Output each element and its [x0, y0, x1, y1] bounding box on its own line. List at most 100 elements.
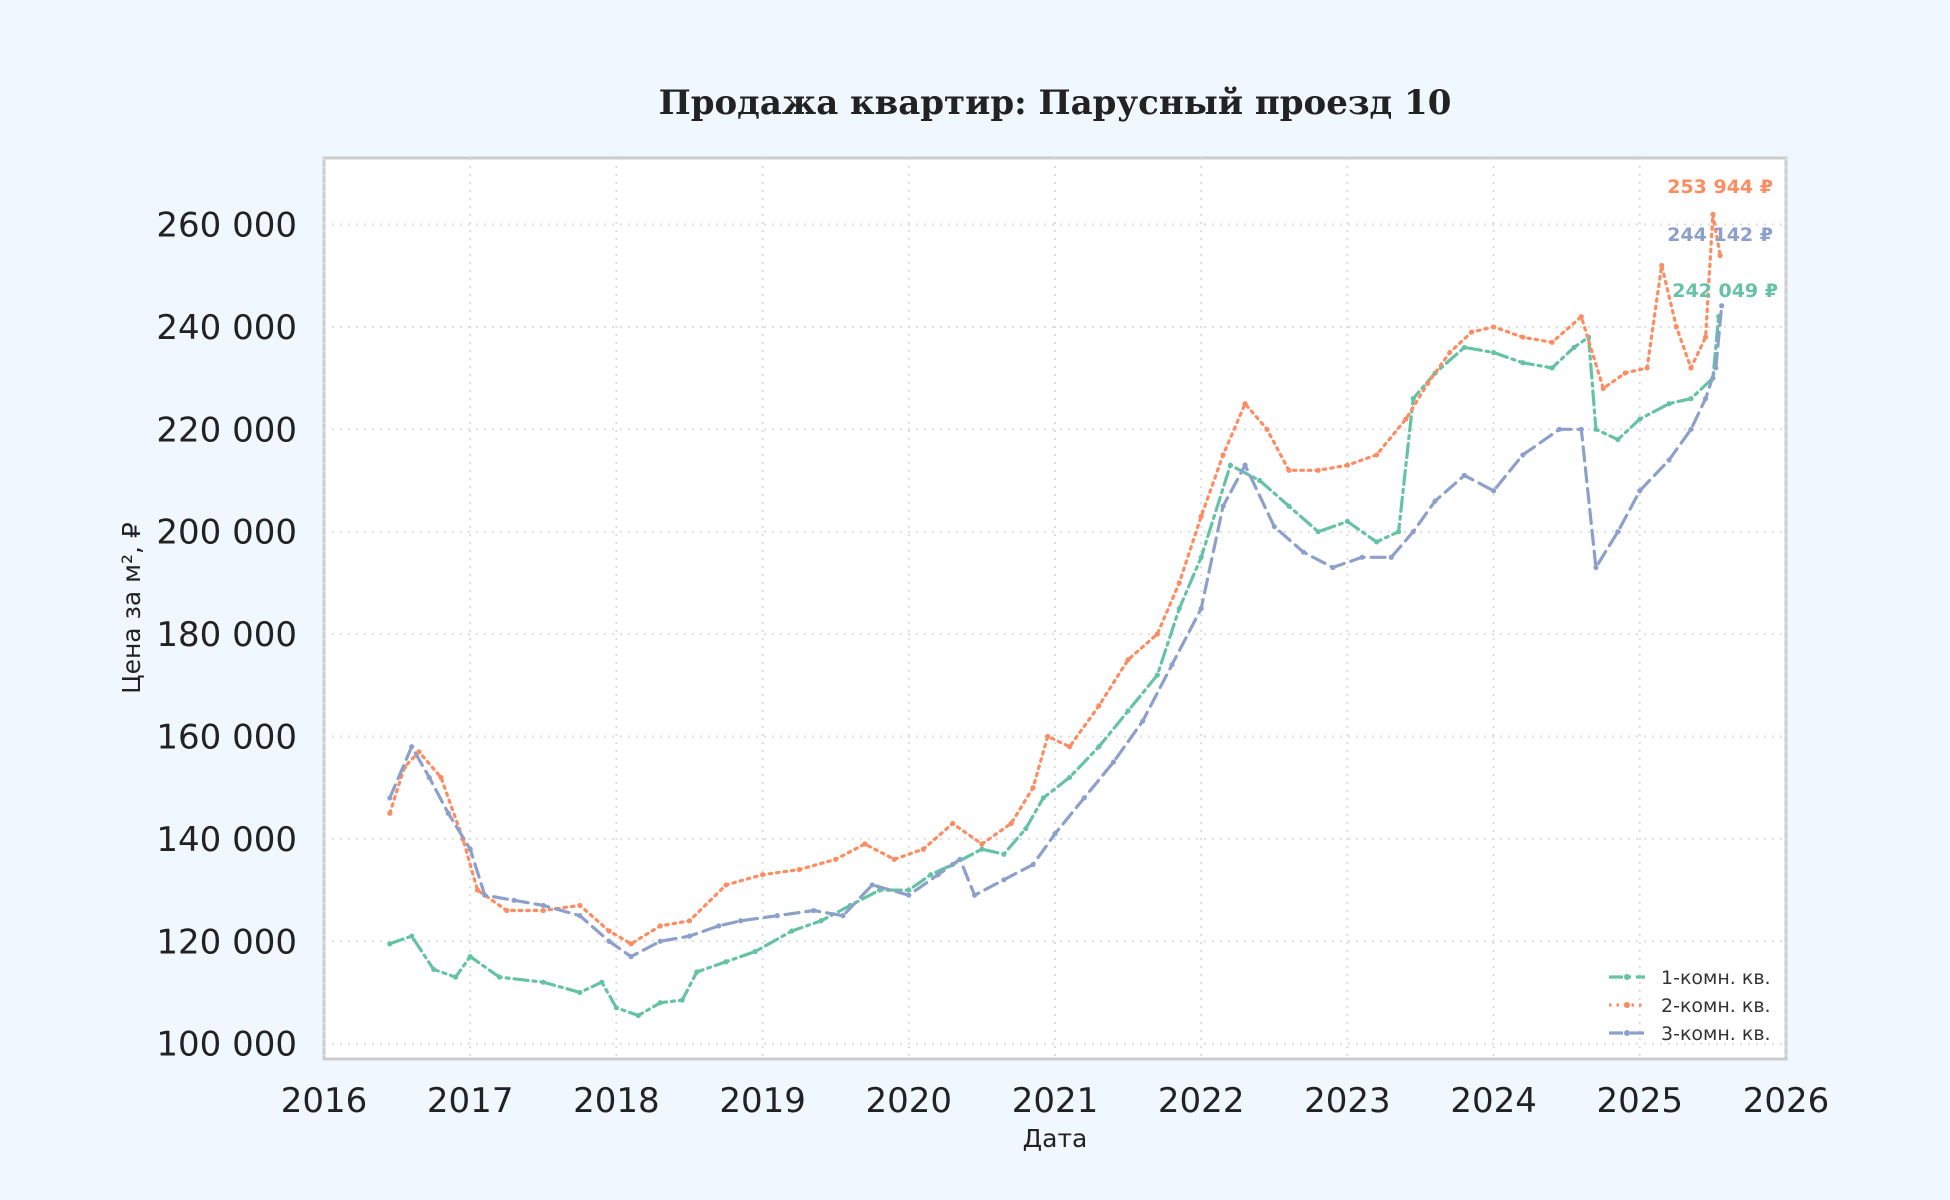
data-point	[679, 997, 685, 1003]
data-point	[628, 941, 634, 947]
data-point	[1571, 344, 1577, 351]
data-point	[1374, 539, 1380, 545]
data-point	[891, 856, 897, 862]
x-axis-ticks: 2016 2017 2018 2019 2020 2021 2022 2023 2024 2025…	[281, 1081, 1830, 1121]
data-point	[1110, 759, 1117, 765]
data-point	[628, 954, 634, 960]
data-point	[1140, 718, 1146, 724]
data-point	[818, 918, 824, 924]
data-point	[1637, 488, 1643, 494]
data-point	[496, 974, 503, 980]
chart-title: Продажа квартир: Парусный проезд 10	[659, 83, 1452, 123]
data-point	[1702, 334, 1709, 340]
data-point	[1001, 851, 1007, 857]
data-point	[1220, 452, 1226, 458]
data-point	[1622, 370, 1628, 376]
data-point	[657, 938, 663, 944]
y-tick-label: 260 000	[156, 206, 297, 246]
legend-marker	[1624, 1030, 1630, 1036]
data-point	[971, 892, 978, 898]
data-point	[431, 966, 437, 973]
data-point	[1330, 564, 1336, 571]
data-point	[1030, 861, 1036, 868]
data-point	[774, 913, 780, 919]
data-point	[1666, 457, 1672, 463]
data-point	[1717, 252, 1723, 259]
data-point	[387, 795, 393, 801]
data-point	[482, 892, 488, 898]
data-point	[1644, 365, 1650, 371]
data-point	[1154, 672, 1160, 678]
data-point	[935, 872, 941, 878]
data-point	[1688, 396, 1694, 402]
data-point	[1067, 774, 1073, 781]
y-tick-label: 220 000	[156, 410, 297, 450]
data-point	[1045, 733, 1051, 740]
data-point	[1198, 605, 1204, 612]
data-point	[1359, 554, 1365, 560]
data-point	[1549, 365, 1555, 371]
data-point	[1344, 518, 1350, 525]
data-point	[1395, 529, 1402, 535]
y-tick-label: 100 000	[156, 1025, 297, 1065]
data-point	[1578, 426, 1584, 432]
data-point	[1176, 580, 1182, 586]
legend-marker	[1624, 974, 1630, 980]
data-point	[606, 938, 612, 944]
data-point	[1052, 831, 1058, 837]
data-point	[577, 902, 583, 909]
x-tick-label: 2021	[1012, 1081, 1099, 1121]
data-point	[1081, 795, 1087, 801]
data-point	[577, 989, 583, 996]
data-point	[1030, 785, 1036, 791]
x-tick-label: 2026	[1743, 1081, 1830, 1121]
data-point	[1286, 503, 1292, 509]
x-tick-label: 2016	[281, 1081, 368, 1121]
data-point	[1154, 631, 1160, 637]
data-point	[716, 923, 722, 929]
data-point	[474, 887, 481, 893]
end-labels: 242 049 ₽ 253 944 ₽ 244 142 ₽	[1667, 176, 1778, 302]
end-value-label: 242 049 ₽	[1672, 280, 1778, 302]
end-value-label: 253 944 ₽	[1667, 176, 1773, 198]
data-point	[1176, 605, 1182, 612]
data-point	[1023, 826, 1029, 832]
data-point	[1719, 303, 1725, 309]
y-axis-label: Цена за м², ₽	[117, 522, 146, 694]
data-point	[760, 872, 766, 878]
data-point	[1300, 549, 1307, 555]
x-tick-label: 2019	[719, 1081, 806, 1121]
data-point	[1001, 877, 1007, 883]
data-point	[657, 923, 663, 929]
data-point	[445, 810, 451, 816]
data-point	[1520, 360, 1526, 366]
data-point	[1198, 554, 1204, 560]
data-point	[1593, 564, 1599, 571]
data-point	[1637, 416, 1643, 422]
data-point	[789, 928, 795, 934]
data-point	[438, 774, 444, 781]
data-point	[950, 820, 956, 827]
data-point	[635, 1012, 641, 1019]
data-point	[686, 933, 693, 939]
data-point	[540, 979, 546, 985]
data-point	[577, 913, 583, 919]
data-point	[1315, 467, 1321, 473]
y-tick-label: 240 000	[156, 308, 297, 348]
data-point	[1659, 262, 1665, 269]
x-tick-label: 2017	[427, 1081, 514, 1121]
data-point	[1520, 452, 1526, 458]
data-point	[452, 974, 459, 980]
data-point	[1286, 467, 1292, 473]
data-point	[833, 856, 839, 862]
series-lines	[387, 211, 1725, 1019]
data-point	[416, 749, 422, 755]
data-point	[387, 941, 393, 947]
y-tick-label: 120 000	[156, 922, 297, 962]
data-point	[540, 907, 546, 914]
data-point	[613, 1005, 620, 1011]
data-point	[1447, 349, 1453, 356]
data-point	[979, 841, 985, 847]
data-point	[1713, 365, 1719, 371]
data-point	[1374, 452, 1380, 458]
